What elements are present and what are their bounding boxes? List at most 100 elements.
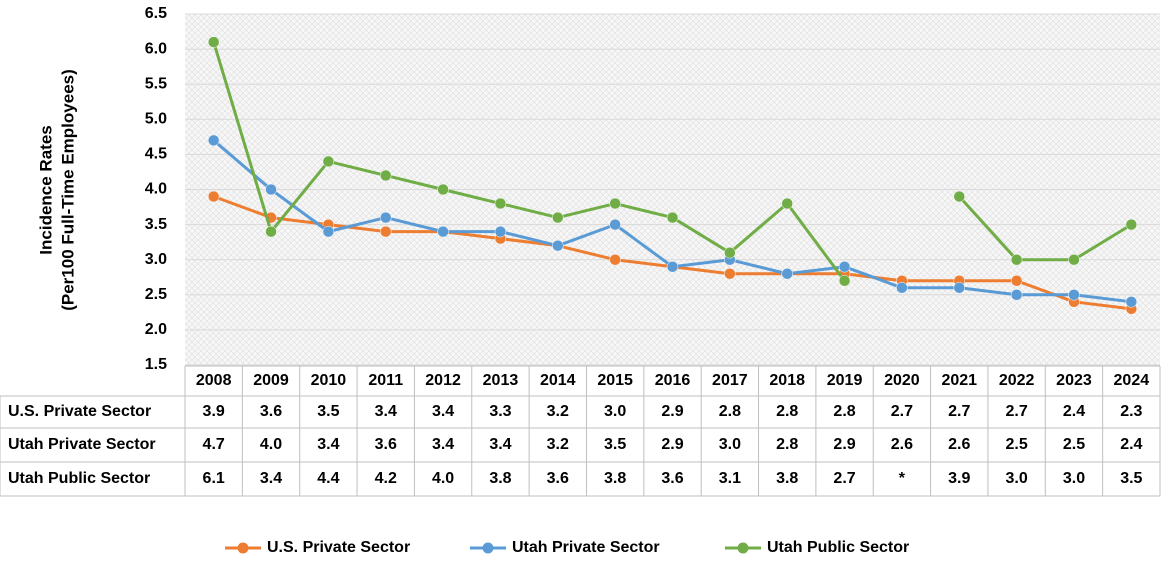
data-point (1125, 218, 1138, 231)
y-tick-label: 1.5 (145, 356, 167, 373)
x-tick-label: 2019 (827, 372, 863, 389)
data-point (724, 246, 736, 259)
table-cell: 3.3 (489, 403, 511, 420)
table-cell: 3.2 (547, 403, 569, 420)
table-cell: 2.7 (948, 403, 970, 420)
x-tick-label: 2022 (999, 372, 1035, 389)
table-cell: 3.6 (547, 470, 569, 487)
y-tick-label: 3.0 (145, 251, 167, 268)
data-point (724, 267, 736, 280)
legend-marker (737, 542, 749, 554)
legend-label: Utah Public Sector (767, 539, 909, 556)
x-tick-label: 2012 (425, 372, 461, 389)
y-tick-label: 4.0 (145, 181, 167, 198)
table-cell: 2.3 (1120, 403, 1142, 420)
x-tick-label: 2009 (253, 372, 289, 389)
legend-marker (482, 542, 494, 554)
data-point (953, 282, 966, 294)
x-tick-label: 2013 (483, 372, 519, 389)
table-row-label: Utah Private Sector (8, 436, 156, 453)
y-tick-label: 4.5 (145, 146, 167, 163)
x-tick-label: 2010 (311, 372, 347, 389)
table-cell: 2.9 (833, 436, 855, 453)
x-tick-label: 2018 (769, 372, 805, 389)
table-cell: 2.4 (1120, 436, 1142, 453)
data-point (437, 183, 449, 196)
data-point (609, 218, 621, 231)
data-point (322, 225, 335, 238)
table-cell: 3.5 (317, 403, 339, 420)
table-cell: 3.0 (1063, 470, 1085, 487)
table-cell: 2.4 (1063, 403, 1085, 420)
x-tick-label: 2021 (941, 372, 977, 389)
y-tick-label: 3.5 (145, 216, 167, 233)
y-tick-label: 6.0 (145, 40, 167, 57)
table-cell: 4.2 (375, 470, 397, 487)
data-point (265, 225, 277, 238)
table-cell: 3.5 (1120, 470, 1142, 487)
table-cell: 2.6 (948, 436, 970, 453)
table-cell: 3.0 (604, 403, 626, 420)
x-tick-label: 2016 (655, 372, 691, 389)
table-cell: 4.4 (317, 470, 339, 487)
data-point (781, 267, 793, 280)
table-cell: 3.4 (489, 436, 511, 453)
table-cell: 3.9 (203, 403, 225, 420)
table-cell: 4.0 (260, 436, 282, 453)
y-tick-label: 2.0 (145, 321, 167, 338)
data-point (552, 239, 564, 252)
data-point (494, 197, 507, 210)
table-cell: 2.8 (833, 403, 855, 420)
legend-label: U.S. Private Sector (267, 539, 410, 556)
x-tick-label: 2008 (196, 372, 232, 389)
data-point (1010, 275, 1023, 287)
table-cell: 2.8 (776, 403, 798, 420)
data-point (666, 211, 679, 224)
y-tick-label: 5.5 (145, 75, 167, 92)
table-cell: 3.4 (432, 436, 454, 453)
table-cell: 3.5 (604, 436, 626, 453)
table-cell: 3.8 (604, 470, 626, 487)
table-cell: 4.0 (432, 470, 454, 487)
data-point (953, 190, 966, 203)
table-cell: 3.8 (776, 470, 798, 487)
data-point (437, 225, 449, 238)
table-cell: 3.9 (948, 470, 970, 487)
y-axis-title: (Per100 Full-Time Employees) (58, 69, 77, 311)
table-cell: 3.1 (719, 470, 741, 487)
data-point (1068, 253, 1080, 266)
legend-label: Utah Private Sector (512, 539, 660, 556)
table-cell: 3.8 (489, 470, 511, 487)
data-point (838, 275, 851, 287)
series-line (212, 41, 1133, 282)
table-cell: 3.4 (375, 403, 397, 420)
data-point (838, 260, 851, 273)
y-tick-label: 6.5 (145, 5, 167, 22)
x-tick-label: 2024 (1114, 372, 1150, 389)
table-cell: 6.1 (203, 470, 225, 487)
table-cell: 3.6 (375, 436, 397, 453)
table-cell: 2.8 (776, 436, 798, 453)
data-point (666, 260, 679, 273)
data-point (265, 183, 277, 196)
table-cell: 2.9 (661, 436, 683, 453)
data-point (609, 253, 621, 266)
x-tick-label: 2023 (1056, 372, 1092, 389)
data-point (1068, 289, 1080, 301)
data-point (552, 211, 564, 224)
data-point (379, 169, 392, 182)
y-tick-label: 2.5 (145, 286, 167, 303)
table-cell: 2.7 (891, 403, 913, 420)
data-point (207, 190, 220, 203)
table-cell: 3.4 (260, 470, 282, 487)
table-cell: 2.5 (1063, 436, 1085, 453)
data-point (1010, 289, 1023, 301)
y-tick-label: 5.0 (145, 111, 167, 128)
table-cell: 3.4 (432, 403, 454, 420)
table-row-label: Utah Public Sector (8, 470, 150, 487)
legend-marker (237, 542, 249, 554)
x-tick-label: 2015 (597, 372, 633, 389)
table-cell: 2.6 (891, 436, 913, 453)
data-point (1010, 253, 1023, 266)
